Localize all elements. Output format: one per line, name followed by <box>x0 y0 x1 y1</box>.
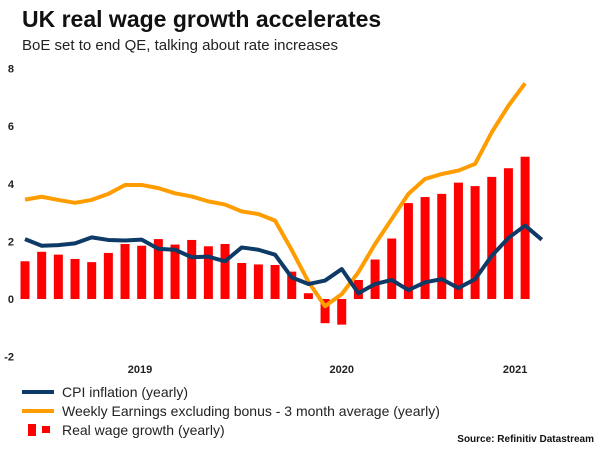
legend-item-cpi: CPI inflation (yearly) <box>22 382 440 401</box>
y-tick-label: 0 <box>8 294 14 306</box>
bar <box>37 251 47 299</box>
bar <box>370 259 380 299</box>
legend: CPI inflation (yearly) Weekly Earnings e… <box>22 382 440 439</box>
bar-series-real-wage <box>20 156 530 325</box>
bar <box>70 258 80 299</box>
bar <box>220 243 230 299</box>
legend-item-real-wage: Real wage growth (yearly) <box>22 420 440 439</box>
y-axis: -2 0 2 4 6 8 <box>4 64 15 364</box>
y-tick-label: 2 <box>8 236 14 248</box>
bar <box>287 271 297 299</box>
bar <box>353 279 363 299</box>
legend-label: CPI inflation (yearly) <box>62 383 189 400</box>
y-tick-label: 4 <box>8 179 15 191</box>
bar <box>420 197 430 299</box>
bar <box>170 244 180 299</box>
bar <box>253 264 263 299</box>
bar <box>303 293 313 299</box>
bar <box>153 239 163 299</box>
cpi-line <box>24 223 544 296</box>
bar <box>137 245 147 299</box>
bar <box>270 265 280 299</box>
legend-swatch-real-wage <box>22 423 54 436</box>
bar <box>203 246 213 299</box>
x-tick-label: 2020 <box>329 364 353 376</box>
bar <box>87 262 97 299</box>
chart-plot: -2 0 2 4 6 8 2019 2020 2021 <box>4 64 544 376</box>
chart-title: UK real wage growth accelerates <box>22 6 382 32</box>
legend-swatch-cpi <box>22 389 54 394</box>
legend-swatch-earnings <box>22 408 54 413</box>
chart-subtitle: BoE set to end QE, talking about rate in… <box>22 37 339 54</box>
x-tick-label: 2021 <box>503 364 527 376</box>
bar <box>20 261 30 299</box>
source-note: Source: Refinitiv Datastream <box>457 434 594 445</box>
bar <box>403 203 413 299</box>
bar <box>503 168 513 299</box>
bar <box>187 239 197 299</box>
earnings-line <box>24 82 527 309</box>
legend-label: Weekly Earnings excluding bonus - 3 mont… <box>62 402 440 419</box>
bar <box>453 182 463 299</box>
x-tick-label: 2019 <box>128 364 152 376</box>
legend-label: Real wage growth (yearly) <box>62 421 225 438</box>
x-axis: 2019 2020 2021 <box>128 364 528 376</box>
bar <box>320 299 330 324</box>
bar <box>337 299 347 325</box>
bar <box>387 238 397 299</box>
bar <box>470 186 480 299</box>
y-tick-label: 8 <box>8 64 14 76</box>
bar <box>120 243 130 299</box>
line-series <box>24 82 544 309</box>
bar <box>103 252 113 299</box>
y-tick-label: -2 <box>4 352 14 364</box>
bar <box>437 193 447 299</box>
bar <box>53 254 63 299</box>
y-tick-label: 6 <box>8 121 14 133</box>
legend-item-earnings: Weekly Earnings excluding bonus - 3 mont… <box>22 401 440 420</box>
bar <box>487 176 497 299</box>
bar <box>237 263 247 299</box>
